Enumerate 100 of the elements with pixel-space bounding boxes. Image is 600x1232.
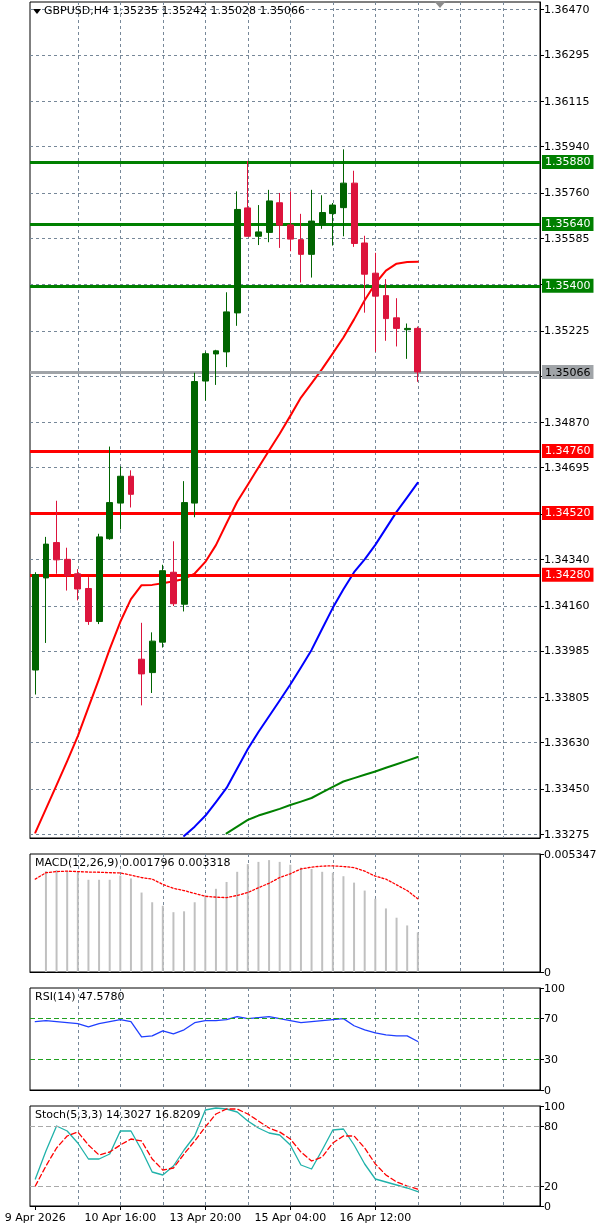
- candlestick: [85, 576, 92, 626]
- bar: [66, 871, 69, 972]
- bar: [395, 917, 398, 972]
- y-tick-label: 1.36295: [544, 48, 590, 62]
- bar: [353, 882, 356, 972]
- bar: [406, 925, 409, 972]
- ref-line-label: 1.35400: [545, 279, 591, 293]
- y-tick-label: 1.34340: [544, 552, 590, 566]
- ref-line-label: 1.34760: [545, 444, 591, 458]
- bar: [225, 881, 228, 972]
- bar: [289, 864, 292, 972]
- candlestick: [74, 568, 81, 601]
- bar: [183, 911, 186, 972]
- bar: [214, 888, 217, 972]
- bar: [331, 872, 334, 972]
- bar: [87, 879, 90, 972]
- bar: [204, 895, 207, 972]
- candlestick: [213, 349, 219, 386]
- y-tick-label: 1.36115: [544, 94, 590, 108]
- candlestick: [138, 622, 145, 706]
- y-tick-label: 0: [544, 965, 551, 979]
- y-tick-label: 1.35585: [544, 231, 590, 245]
- ref-line-label: 1.34520: [545, 506, 591, 520]
- bar: [363, 890, 366, 972]
- y-tick-label: 1.36470: [544, 3, 590, 17]
- bar: [342, 876, 345, 972]
- x-tick-label: 9 Apr 2026: [4, 1211, 66, 1224]
- bar: [98, 879, 101, 972]
- bar: [55, 870, 58, 972]
- y-tick-label: 0: [544, 1083, 551, 1097]
- candlestick: [393, 297, 400, 347]
- y-tick-label: 1.35940: [544, 139, 590, 153]
- y-tick-label: 70: [544, 1012, 558, 1026]
- candlestick: [181, 480, 188, 612]
- y-tick-label: 1.33630: [544, 736, 590, 750]
- bar: [129, 878, 132, 972]
- candlestick: [96, 533, 103, 625]
- chart-title: MACD(12,26,9) 0.001796 0.003318: [35, 856, 231, 869]
- candlestick: [117, 465, 124, 530]
- candlestick: [351, 170, 358, 248]
- y-tick-label: 0: [544, 1199, 551, 1213]
- bar: [374, 898, 377, 972]
- candlestick: [298, 213, 304, 283]
- candlestick: [276, 192, 283, 249]
- chart-title: GBPUSD,H4 1.35235 1.35242 1.35028 1.35066: [44, 4, 305, 17]
- y-tick-label: 1.34695: [544, 461, 590, 475]
- candlestick: [244, 160, 251, 237]
- x-tick-label: 16 Apr 12:00: [339, 1211, 412, 1224]
- line-series: [183, 481, 419, 837]
- bar: [278, 861, 281, 972]
- y-tick-label: 1.33985: [544, 644, 590, 658]
- bar: [119, 875, 122, 972]
- candlestick: [234, 190, 241, 327]
- bar: [268, 860, 271, 972]
- chart-title: Stoch(5,3,3) 14.3027 16.8209: [35, 1108, 201, 1121]
- bar: [236, 871, 239, 972]
- bar: [257, 861, 260, 972]
- candlestick: [64, 547, 71, 592]
- candlestick: [383, 278, 389, 342]
- y-tick-label: 20: [544, 1179, 558, 1193]
- y-tick-label: 100: [544, 1099, 565, 1113]
- bar: [193, 902, 196, 972]
- candlestick: [191, 372, 198, 518]
- candlestick: [149, 631, 156, 694]
- y-tick-label: 1.35225: [544, 324, 590, 338]
- chart-title: RSI(14) 47.5780: [35, 990, 125, 1003]
- bar: [321, 871, 324, 972]
- candlestick: [404, 323, 411, 360]
- ref-line-label: 1.34280: [545, 568, 591, 582]
- candlestick: [414, 326, 421, 383]
- candlestick: [223, 291, 230, 368]
- candlestick: [106, 446, 113, 541]
- y-tick-label: 1.34870: [544, 416, 590, 430]
- y-tick-label: 0.005347: [544, 847, 597, 861]
- ref-line-label: 1.35640: [545, 217, 591, 231]
- y-tick-label: 80: [544, 1119, 558, 1133]
- x-tick-label: 15 Apr 04:00: [254, 1211, 327, 1224]
- y-tick-label: 30: [544, 1052, 558, 1066]
- candlestick: [159, 564, 166, 649]
- bar: [416, 932, 419, 972]
- candlestick: [287, 190, 294, 252]
- candlestick: [53, 500, 60, 575]
- candlestick: [128, 469, 134, 508]
- ref-line-label: 1.35880: [545, 155, 591, 169]
- ref-line-label: 1.35066: [545, 365, 591, 379]
- bar: [140, 892, 143, 972]
- candlestick: [308, 189, 315, 279]
- bar: [172, 912, 175, 972]
- bar: [151, 902, 154, 972]
- bar: [246, 864, 249, 972]
- candlestick: [372, 252, 379, 353]
- y-tick-label: 1.33805: [544, 690, 590, 704]
- candlestick: [319, 194, 326, 230]
- candlestick: [340, 148, 347, 237]
- candlestick: [329, 202, 336, 247]
- candlestick: [202, 351, 209, 402]
- candlestick: [255, 204, 262, 246]
- x-tick-label: 13 Apr 20:00: [169, 1211, 242, 1224]
- y-tick-label: 1.33275: [544, 827, 590, 841]
- candlestick: [43, 536, 49, 644]
